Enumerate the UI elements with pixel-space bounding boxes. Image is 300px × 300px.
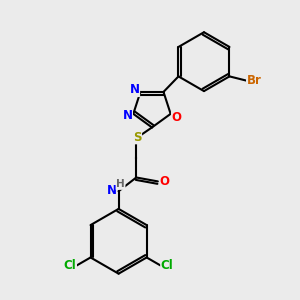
Text: H: H: [116, 179, 125, 189]
Text: N: N: [130, 83, 140, 97]
Text: N: N: [107, 184, 117, 197]
Text: Cl: Cl: [161, 259, 173, 272]
Text: O: O: [160, 175, 170, 188]
Text: O: O: [172, 111, 182, 124]
Text: Cl: Cl: [64, 259, 76, 272]
Text: Br: Br: [247, 74, 262, 87]
Text: S: S: [133, 131, 142, 144]
Text: N: N: [122, 109, 132, 122]
